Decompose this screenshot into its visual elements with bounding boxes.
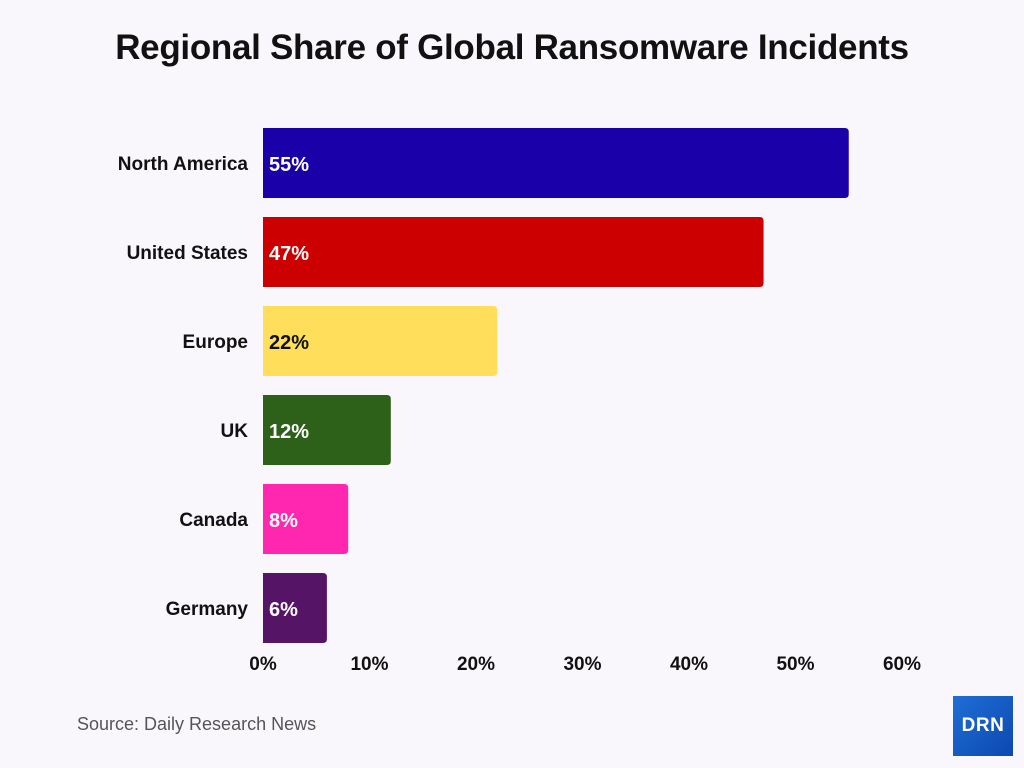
category-label: Canada (179, 510, 248, 531)
data-label: 12% (269, 421, 309, 443)
data-label: 6% (269, 599, 298, 621)
bar (263, 484, 349, 554)
data-label: 8% (269, 510, 298, 532)
category-label: United States (127, 243, 248, 264)
bar (263, 395, 391, 465)
bar (263, 573, 327, 643)
bar (263, 306, 498, 376)
x-tick-label: 40% (670, 654, 708, 675)
x-tick-label: 50% (776, 654, 814, 675)
data-label: 22% (269, 332, 309, 354)
x-tick-label: 20% (457, 654, 495, 675)
x-tick-label: 0% (249, 654, 277, 675)
category-label: North America (118, 154, 249, 175)
x-tick-label: 30% (563, 654, 601, 675)
bar (263, 128, 849, 198)
x-tick-label: 10% (350, 654, 388, 675)
x-tick-label: 60% (883, 654, 921, 675)
drn-logo: DRN (953, 696, 1013, 756)
bar (263, 217, 764, 287)
data-label: 55% (269, 154, 309, 176)
data-label: 47% (269, 243, 309, 265)
category-label: Europe (183, 332, 248, 353)
category-label: UK (221, 421, 249, 442)
category-label: Germany (166, 599, 249, 620)
source-note: Source: Daily Research News (77, 714, 317, 734)
chart-title: Regional Share of Global Ransomware Inci… (115, 28, 909, 67)
